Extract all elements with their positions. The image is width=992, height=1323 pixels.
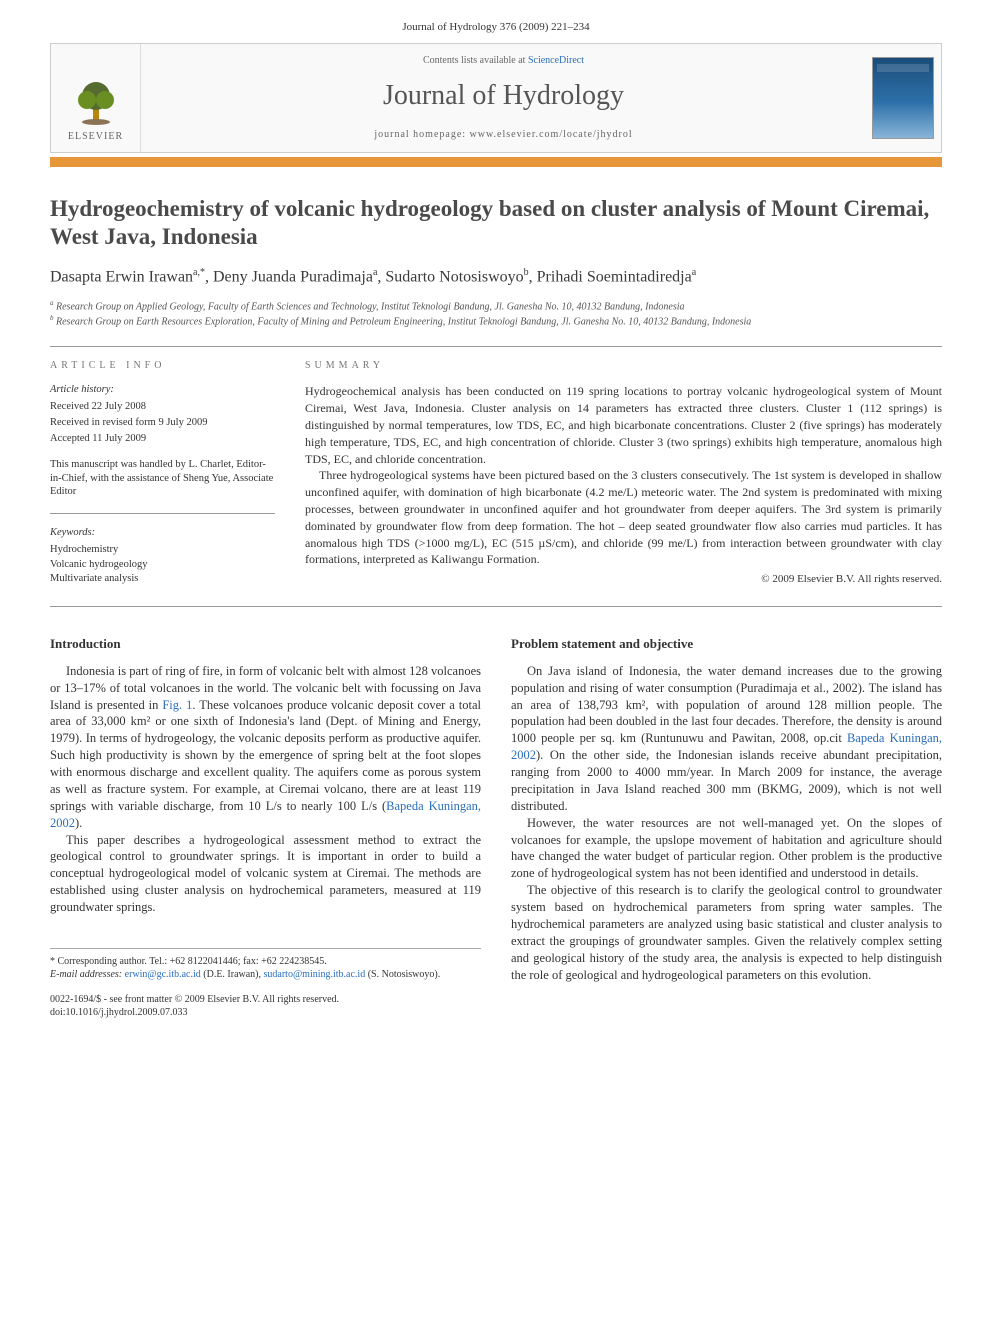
email-line: E-mail addresses: erwin@gc.itb.ac.id (D.… [50, 968, 481, 981]
journal-reference: Journal of Hydrology 376 (2009) 221–234 [50, 20, 942, 35]
summary-heading: summary [305, 359, 942, 373]
body-paragraph: On Java island of Indonesia, the water d… [511, 663, 942, 815]
email-link[interactable]: sudarto@mining.itb.ac.id [264, 969, 366, 980]
publisher-name: ELSEVIER [68, 130, 123, 144]
copyright-line: © 2009 Elsevier B.V. All rights reserved… [305, 572, 942, 587]
section-heading-introduction: Introduction [50, 635, 481, 653]
doi-block: 0022-1694/$ - see front matter © 2009 El… [50, 993, 481, 1019]
front-matter-line: 0022-1694/$ - see front matter © 2009 El… [50, 993, 481, 1006]
body-paragraph: The objective of this research is to cla… [511, 882, 942, 983]
affiliation-b: Research Group on Earth Resources Explor… [56, 316, 751, 327]
email-name: (D.E. Irawan), [203, 969, 261, 980]
body-paragraph: Indonesia is part of ring of fire, in fo… [50, 663, 481, 832]
journal-name: Journal of Hydrology [141, 76, 866, 115]
article-title: Hydrogeochemistry of volcanic hydrogeolo… [50, 195, 942, 253]
history-label: Article history: [50, 383, 275, 398]
info-summary-row: article info Article history: Received 2… [50, 359, 942, 587]
history-accepted: Accepted 11 July 2009 [50, 432, 275, 447]
editor-note: This manuscript was handled by L. Charle… [50, 458, 275, 499]
divider [50, 346, 942, 347]
text-run: ). [75, 816, 82, 830]
right-column: Problem statement and objective On Java … [511, 635, 942, 1019]
article-info-column: article info Article history: Received 2… [50, 359, 275, 587]
email-name: (S. Notosiswoyo). [368, 969, 441, 980]
history-received: Received 22 July 2008 [50, 400, 275, 415]
elsevier-tree-icon [71, 76, 121, 126]
keyword-item: Volcanic hydrogeology [50, 558, 275, 573]
body-paragraph: This paper describes a hydrogeological a… [50, 832, 481, 916]
email-link[interactable]: erwin@gc.itb.ac.id [125, 969, 201, 980]
author-list: Dasapta Erwin Irawana,*, Deny Juanda Pur… [50, 266, 942, 289]
section-heading-problem: Problem statement and objective [511, 635, 942, 653]
text-run: ). On the other side, the Indonesian isl… [511, 748, 942, 813]
keyword-item: Hydrochemistry [50, 543, 275, 558]
keyword-item: Multivariate analysis [50, 572, 275, 587]
summary-column: summary Hydrogeochemical analysis has be… [305, 359, 942, 587]
divider [50, 513, 275, 514]
history-revised: Received in revised form 9 July 2009 [50, 416, 275, 431]
cover-cell [866, 44, 941, 151]
divider [50, 606, 942, 607]
affiliation-a: Research Group on Applied Geology, Facul… [56, 301, 685, 312]
contents-prefix: Contents lists available at [423, 55, 528, 66]
journal-homepage: journal homepage: www.elsevier.com/locat… [141, 128, 866, 142]
publisher-logo-cell: ELSEVIER [51, 44, 141, 151]
corresponding-author-note: * Corresponding author. Tel.: +62 812204… [50, 955, 481, 968]
footnotes: * Corresponding author. Tel.: +62 812204… [50, 948, 481, 981]
summary-paragraph: Hydrogeochemical analysis has been condu… [305, 383, 942, 467]
body-paragraph: However, the water resources are not wel… [511, 815, 942, 883]
journal-header: ELSEVIER Contents lists available at Sci… [50, 43, 942, 152]
affiliations: a Research Group on Applied Geology, Fac… [50, 299, 942, 329]
keywords-label: Keywords: [50, 526, 275, 541]
accent-bar [50, 157, 942, 167]
doi-line: doi:10.1016/j.jhydrol.2009.07.033 [50, 1006, 481, 1019]
contents-available-line: Contents lists available at ScienceDirec… [141, 54, 866, 68]
article-info-heading: article info [50, 359, 275, 373]
text-run: . These volcanoes produce volcanic depos… [50, 698, 481, 813]
sciencedirect-link[interactable]: ScienceDirect [528, 55, 584, 66]
body-columns: Introduction Indonesia is part of ring o… [50, 635, 942, 1019]
emails-label: E-mail addresses: [50, 969, 122, 980]
journal-cover-thumbnail [872, 57, 934, 139]
left-column: Introduction Indonesia is part of ring o… [50, 635, 481, 1019]
summary-paragraph: Three hydrogeological systems have been … [305, 467, 942, 568]
figure-link[interactable]: Fig. 1 [162, 698, 192, 712]
header-center: Contents lists available at ScienceDirec… [141, 44, 866, 151]
